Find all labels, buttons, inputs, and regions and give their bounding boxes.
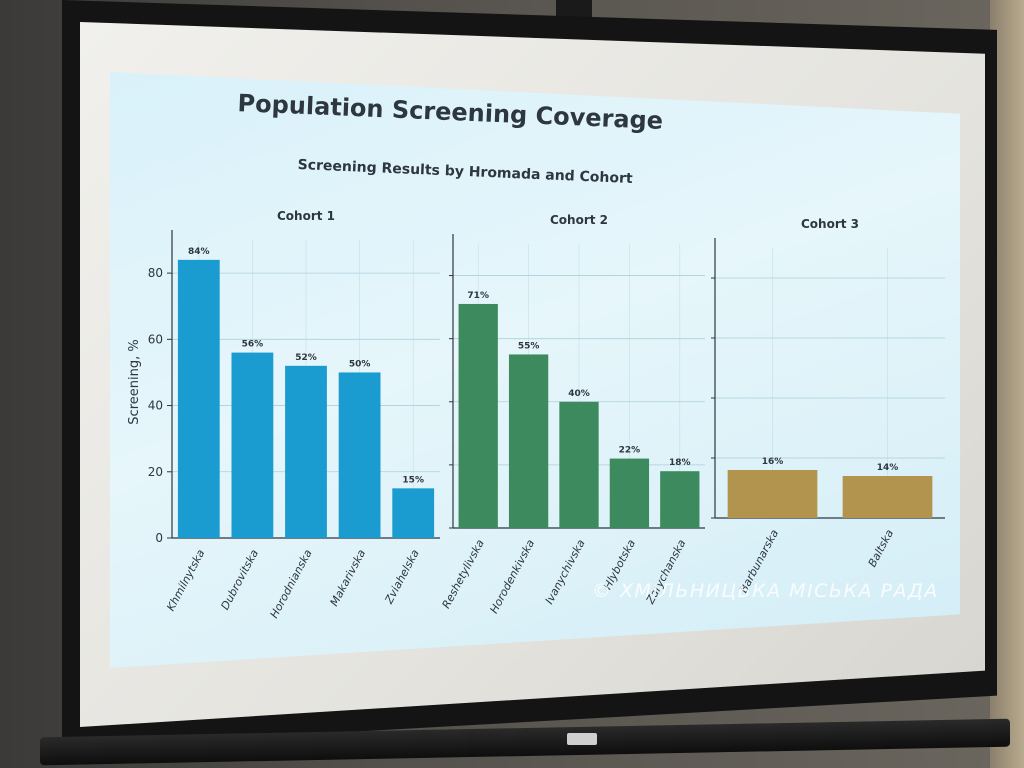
panel-title: Cohort 1 (277, 209, 335, 223)
bar (508, 354, 549, 528)
y-tick-label: 60 (148, 332, 163, 346)
x-tick-label: Makarivska (328, 547, 369, 608)
x-tick-label: Khmilnytska (164, 547, 207, 613)
x-tick-label: Horodnianska (268, 547, 315, 620)
chart: Population Screening Coverage Screening … (127, 89, 945, 620)
bar (392, 488, 435, 538)
panel-title: Cohort 3 (801, 217, 859, 231)
projected-slide: Population Screening Coverage Screening … (110, 72, 960, 668)
bar-value-label: 56% (242, 340, 264, 350)
bar (559, 401, 599, 528)
bar-value-label: 55% (518, 341, 540, 351)
bar (660, 471, 700, 528)
y-tick-label: 40 (148, 399, 163, 413)
x-tick-label: Reshetylivska (440, 537, 487, 611)
x-tick-label: Dubrovitska (218, 547, 261, 612)
panel-2: Cohort 2 71% Reshetylivska 55% Horodenkivska… (440, 213, 705, 616)
bar (842, 476, 933, 518)
x-tick-label: Zviahelska (382, 547, 422, 607)
bar-value-label: 22% (619, 446, 641, 456)
y-tick-label: 20 (148, 465, 163, 479)
bar (458, 303, 498, 528)
bar (231, 352, 274, 538)
bar-value-label: 71% (467, 291, 489, 301)
panel-1: 0 20 40 60 80 Cohort 1 84% Khmilnytska 56% Dubrov… (148, 209, 440, 620)
screen-brand-logo (567, 733, 597, 745)
bar-value-label: 15% (402, 475, 424, 485)
y-tick-label: 0 (155, 531, 163, 545)
bar-value-label: 14% (877, 463, 899, 473)
chart-title: Screening Results by Hromada and Cohort (297, 157, 633, 187)
bar-value-label: 16% (762, 457, 784, 467)
y-tick-label: 80 (148, 266, 163, 280)
bar (177, 259, 220, 538)
bar (285, 365, 327, 538)
bar (727, 470, 818, 518)
watermark-text: © ХМІЛЬНИЦЬКА МІСЬКА РАДА (592, 580, 939, 602)
panel-title: Cohort 2 (550, 213, 608, 227)
bar (338, 372, 381, 538)
x-tick-label: Ivanychivska (543, 537, 588, 606)
chart-panels: 0 20 40 60 80 Cohort 1 84% Khmilnytska 56% Dubrov… (148, 209, 945, 620)
x-tick-label: Baltska (866, 527, 897, 569)
bar-value-label: 18% (669, 458, 691, 468)
bar-value-label: 50% (349, 359, 371, 369)
y-axis-label: Screening, % (127, 339, 142, 424)
x-tick-label: Horodenkivska (487, 537, 537, 616)
bar-value-label: 40% (568, 389, 590, 399)
bar-value-label: 52% (295, 353, 317, 363)
bar-value-label: 84% (188, 247, 210, 257)
bar (609, 458, 650, 528)
